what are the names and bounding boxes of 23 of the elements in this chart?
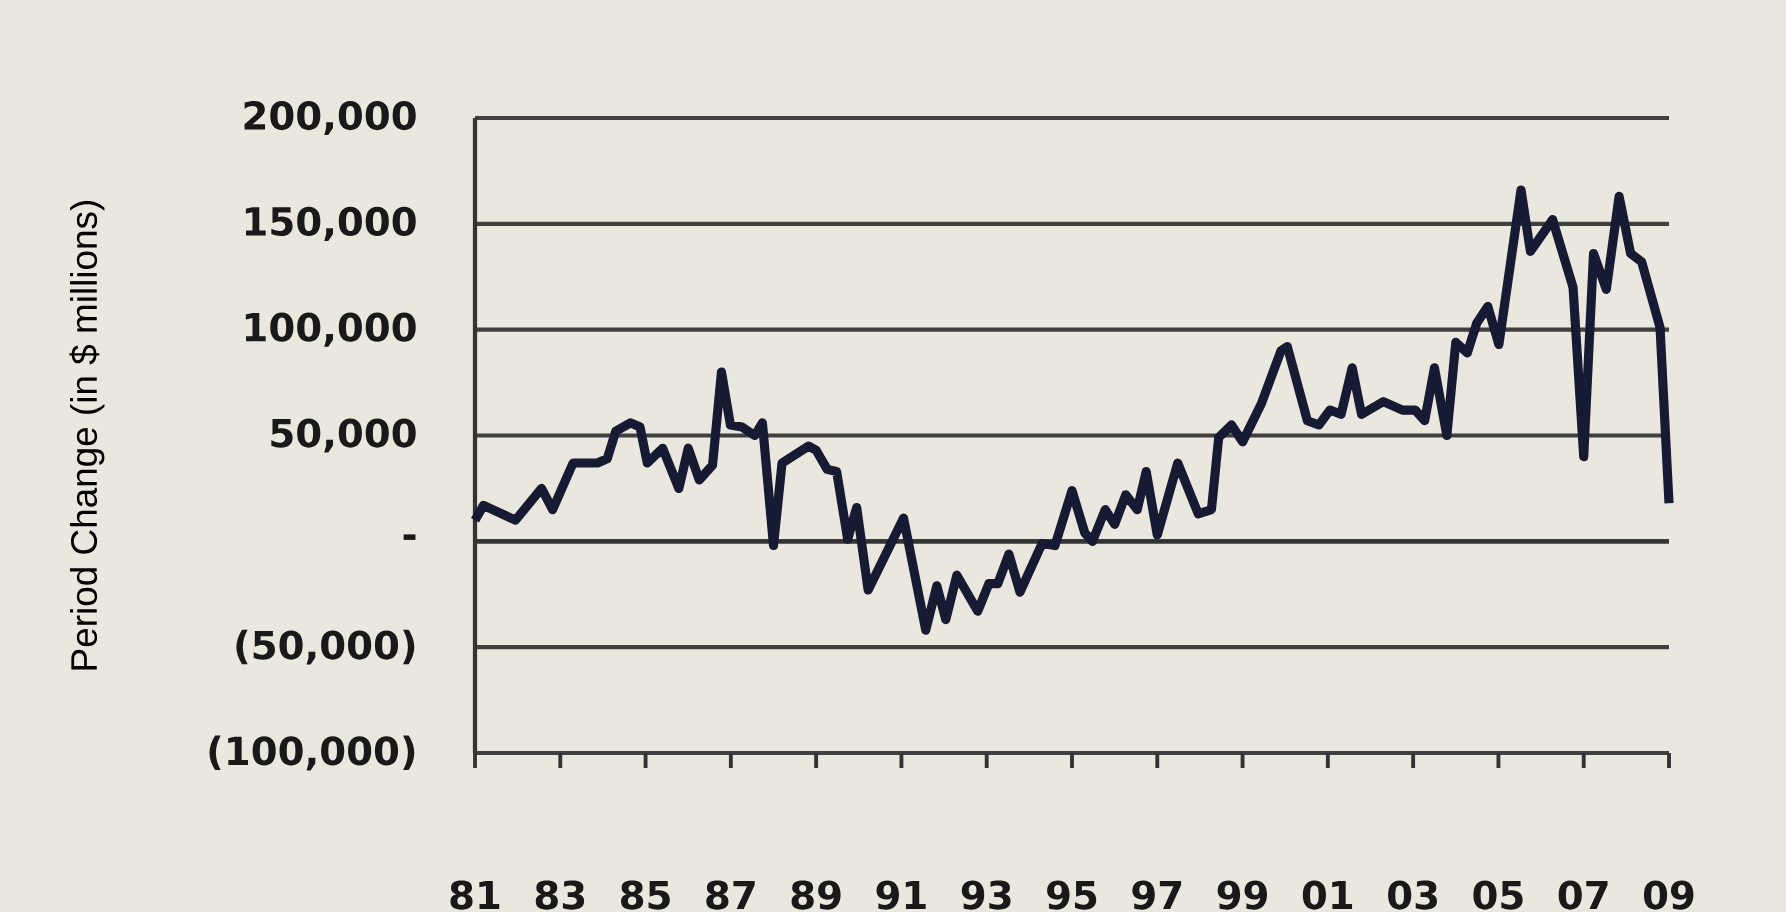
x-tick-label: 97 xyxy=(1132,880,1182,910)
x-tick-label: 93 xyxy=(961,880,1011,910)
x-tick-label: 85 xyxy=(621,880,670,910)
y-tick-label: 100,000 xyxy=(245,312,416,347)
x-tick-label: 83 xyxy=(535,880,585,910)
x-tick-label: 95 xyxy=(1047,880,1097,910)
x-tick-label: 89 xyxy=(791,880,841,910)
x-tick-label: 87 xyxy=(706,880,755,910)
x-tick-label: 09 xyxy=(1643,880,1694,910)
x-tick-label: 01 xyxy=(1302,880,1353,910)
x-tick-label: 99 xyxy=(1217,880,1267,910)
x-tick-label: 03 xyxy=(1388,880,1437,910)
x-tick-label: 07 xyxy=(1558,880,1608,910)
y-tick-label: (100,000) xyxy=(209,735,415,771)
y-axis-title: Period Change (in $ millions) xyxy=(69,200,105,670)
y-tick-label: (50,000) xyxy=(236,629,415,665)
y-tick-label: - xyxy=(403,534,416,540)
y-tick-label: 150,000 xyxy=(245,206,416,241)
x-tick-label: 81 xyxy=(450,880,500,910)
x-tick-label: 05 xyxy=(1473,880,1523,910)
y-tick-label: 50,000 xyxy=(271,418,416,453)
y-tick-label: 200,000 xyxy=(244,100,416,135)
x-tick-label: 91 xyxy=(876,880,926,910)
